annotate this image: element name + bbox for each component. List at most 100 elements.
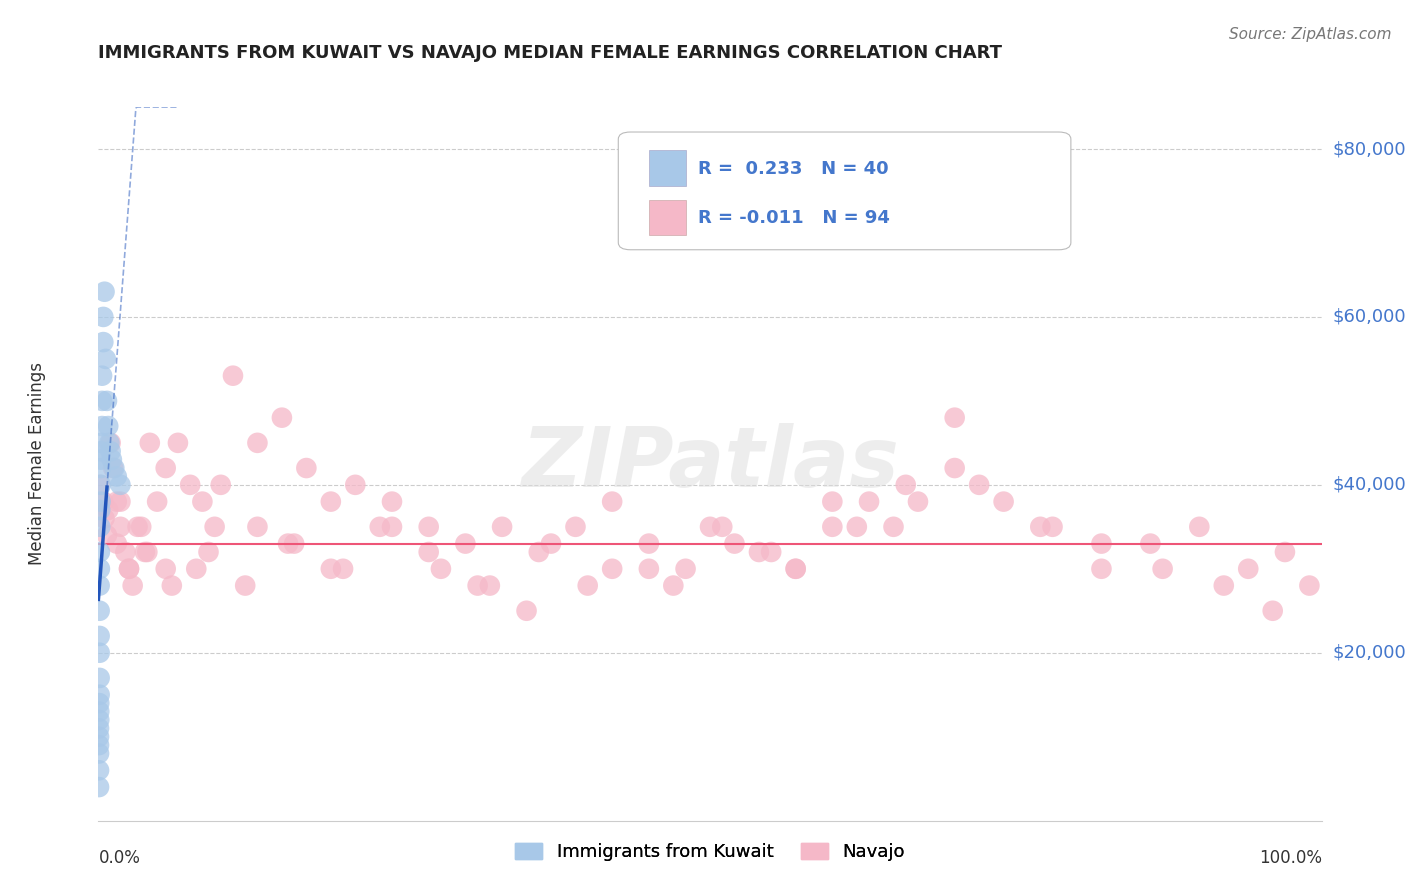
- Point: [821, 494, 844, 508]
- Point: [167, 435, 190, 450]
- Point: [155, 562, 177, 576]
- Point: [89, 604, 111, 618]
- Point: [96, 528, 118, 542]
- Point: [87, 738, 110, 752]
- Point: [160, 578, 183, 592]
- Point: [344, 478, 367, 492]
- Point: [134, 545, 156, 559]
- Point: [87, 730, 110, 744]
- Point: [89, 671, 111, 685]
- Point: [100, 444, 122, 458]
- Point: [748, 545, 770, 559]
- Point: [96, 393, 118, 408]
- Point: [222, 368, 245, 383]
- Text: Source: ZipAtlas.com: Source: ZipAtlas.com: [1229, 27, 1392, 42]
- Point: [600, 562, 623, 576]
- FancyBboxPatch shape: [619, 132, 1071, 250]
- Point: [91, 419, 114, 434]
- Point: [711, 520, 734, 534]
- Point: [101, 452, 124, 467]
- Text: $80,000: $80,000: [1333, 140, 1406, 158]
- Point: [89, 688, 111, 702]
- Point: [894, 478, 917, 492]
- Point: [179, 478, 201, 492]
- Point: [197, 545, 219, 559]
- Legend: Immigrants from Kuwait, Navajo: Immigrants from Kuwait, Navajo: [508, 836, 912, 869]
- Point: [277, 536, 299, 550]
- Point: [785, 562, 807, 576]
- Point: [246, 435, 269, 450]
- Point: [91, 368, 114, 383]
- Point: [155, 461, 177, 475]
- FancyBboxPatch shape: [648, 200, 686, 235]
- Point: [943, 461, 966, 475]
- Point: [418, 545, 440, 559]
- Point: [1029, 520, 1052, 534]
- Point: [943, 410, 966, 425]
- Text: 100.0%: 100.0%: [1258, 849, 1322, 867]
- Text: 0.0%: 0.0%: [98, 849, 141, 867]
- Point: [600, 494, 623, 508]
- Point: [129, 520, 152, 534]
- Point: [139, 435, 162, 450]
- Point: [97, 503, 120, 517]
- Point: [1042, 520, 1064, 534]
- Point: [699, 520, 721, 534]
- Point: [1212, 578, 1234, 592]
- Point: [98, 435, 121, 450]
- Point: [540, 536, 562, 550]
- Point: [381, 494, 404, 508]
- Point: [110, 494, 132, 508]
- Point: [993, 494, 1015, 508]
- Point: [1188, 520, 1211, 534]
- Point: [110, 478, 132, 492]
- Point: [1152, 562, 1174, 576]
- Point: [295, 461, 318, 475]
- Point: [118, 562, 141, 576]
- Point: [319, 494, 342, 508]
- Point: [93, 285, 115, 299]
- Point: [89, 478, 111, 492]
- Point: [907, 494, 929, 508]
- Text: R = -0.011   N = 94: R = -0.011 N = 94: [697, 209, 890, 227]
- Point: [87, 764, 110, 778]
- Point: [478, 578, 501, 592]
- FancyBboxPatch shape: [648, 150, 686, 186]
- Point: [204, 520, 226, 534]
- Point: [662, 578, 685, 592]
- Point: [1139, 536, 1161, 550]
- Text: $60,000: $60,000: [1333, 308, 1406, 326]
- Point: [637, 536, 661, 550]
- Point: [515, 604, 537, 618]
- Point: [89, 545, 111, 559]
- Point: [191, 494, 214, 508]
- Point: [89, 503, 111, 517]
- Point: [454, 536, 477, 550]
- Point: [100, 435, 122, 450]
- Point: [319, 562, 342, 576]
- Point: [89, 705, 111, 719]
- Point: [87, 747, 110, 761]
- Point: [246, 520, 269, 534]
- Point: [1090, 536, 1112, 550]
- Point: [89, 578, 111, 592]
- Point: [527, 545, 550, 559]
- Point: [430, 562, 453, 576]
- Point: [105, 469, 128, 483]
- Point: [283, 536, 305, 550]
- Point: [89, 562, 111, 576]
- Point: [105, 536, 128, 550]
- Point: [90, 478, 112, 492]
- Point: [1274, 545, 1296, 559]
- Point: [785, 562, 807, 576]
- Point: [845, 520, 868, 534]
- Point: [1237, 562, 1260, 576]
- Point: [87, 721, 110, 735]
- Point: [97, 419, 120, 434]
- Point: [121, 578, 143, 592]
- Point: [491, 520, 513, 534]
- Point: [186, 562, 208, 576]
- Text: IMMIGRANTS FROM KUWAIT VS NAVAJO MEDIAN FEMALE EARNINGS CORRELATION CHART: IMMIGRANTS FROM KUWAIT VS NAVAJO MEDIAN …: [98, 45, 1002, 62]
- Point: [1261, 604, 1284, 618]
- Point: [233, 578, 256, 592]
